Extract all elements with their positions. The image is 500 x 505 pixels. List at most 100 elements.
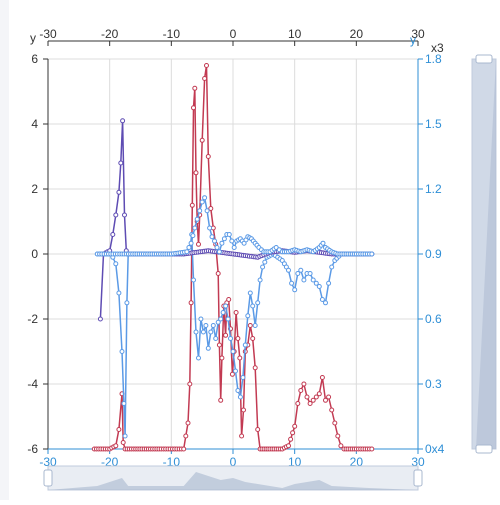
zoom-handle-right[interactable]: [413, 469, 423, 487]
data-point: [262, 259, 268, 265]
data-point: [215, 271, 221, 276]
data-point: [212, 238, 217, 244]
y-left-tick-label: -2: [27, 312, 38, 326]
data-point: [326, 394, 332, 400]
data-point: [196, 355, 201, 361]
data-point: [292, 423, 298, 429]
data-point: [193, 170, 199, 176]
data-point: [113, 261, 119, 267]
data-point: [199, 137, 205, 143]
y-left-tick-label: -4: [27, 377, 38, 391]
data-point: [200, 329, 206, 335]
x-zoom-slider[interactable]: [43, 465, 423, 491]
data-point: [307, 271, 313, 276]
data-point: [185, 420, 191, 426]
data-point: [313, 394, 319, 400]
data-point: [301, 381, 307, 387]
data-point: [120, 118, 126, 124]
data-point: [202, 195, 208, 201]
data-point: [208, 329, 214, 335]
data-point: [190, 233, 196, 239]
data-point: [255, 300, 261, 306]
data-point: [250, 303, 256, 309]
data-point: [233, 368, 238, 374]
data-point: [120, 440, 126, 445]
data-point: [319, 375, 325, 380]
y-left-tick-label: 6: [31, 52, 38, 66]
zoom-handle-top[interactable]: [475, 54, 493, 64]
data-point: [289, 280, 295, 286]
y-right-tick-label: 0.6: [425, 312, 442, 326]
y-left-tick-label: 2: [31, 182, 38, 196]
data-point: [228, 336, 233, 341]
data-point: [320, 240, 326, 246]
y-right-tick-label: 0.3: [425, 377, 442, 391]
data-point: [307, 401, 313, 406]
data-point: [252, 323, 258, 328]
data-point: [252, 365, 258, 371]
x-tick-label-top: 30: [411, 27, 425, 41]
data-point: [116, 290, 122, 296]
data-point: [220, 310, 226, 315]
y-left-tick-label: -6: [27, 442, 38, 456]
data-point: [237, 394, 243, 400]
data-point: [286, 443, 291, 449]
data-point: [97, 316, 103, 322]
zoom-handle-left[interactable]: [43, 469, 53, 487]
data-point: [247, 323, 253, 328]
data-point: [260, 264, 266, 270]
data-point: [207, 225, 213, 231]
data-point: [288, 436, 294, 442]
data-point: [193, 329, 199, 335]
data-point: [235, 336, 241, 341]
data-point: [192, 85, 198, 91]
data-point: [215, 319, 221, 325]
data-point: [313, 280, 319, 286]
data-point: [187, 381, 193, 387]
y-right-axis-name: y: [410, 33, 416, 47]
y-right-tick-label: 0.9: [425, 247, 442, 261]
data-point: [116, 189, 122, 195]
data-point: [218, 397, 224, 403]
data-point: [198, 316, 204, 322]
data-point: [240, 375, 246, 380]
data-point: [329, 407, 335, 413]
data-point: [304, 394, 310, 400]
y-right-tick-label: 1.2: [425, 182, 442, 196]
series-3: [94, 195, 375, 257]
y-zoom-slider[interactable]: [471, 54, 497, 454]
data-point: [257, 277, 263, 283]
page-edge: [0, 0, 9, 500]
data-point: [226, 232, 232, 237]
data-point: [335, 433, 341, 439]
data-point: [122, 212, 127, 218]
data-point: [241, 407, 246, 413]
data-point: [319, 297, 325, 302]
x-tick-label-bottom: 0: [230, 455, 237, 469]
data-point: [329, 264, 335, 270]
data-point: [204, 63, 209, 68]
x-tick-label-top: -10: [163, 27, 181, 41]
data-point: [242, 342, 248, 348]
data-point: [216, 249, 222, 255]
series-2: [97, 118, 375, 322]
data-point: [332, 420, 338, 426]
series-line: [99, 120, 372, 320]
data-point: [229, 371, 235, 377]
data-point: [233, 310, 239, 315]
data-point: [189, 202, 195, 208]
data-point: [183, 433, 189, 439]
data-point: [231, 245, 237, 250]
zoom-handle-bottom[interactable]: [475, 444, 493, 454]
data-point: [194, 216, 200, 222]
data-point: [229, 238, 235, 244]
x-tick-label-top: -30: [39, 27, 57, 41]
data-point: [301, 277, 307, 283]
data-point: [208, 206, 214, 211]
data-point: [209, 234, 215, 240]
data-point: [316, 391, 322, 397]
y-right-tick-label: 1.5: [425, 117, 442, 131]
data-point: [245, 313, 251, 319]
data-point: [116, 427, 122, 432]
